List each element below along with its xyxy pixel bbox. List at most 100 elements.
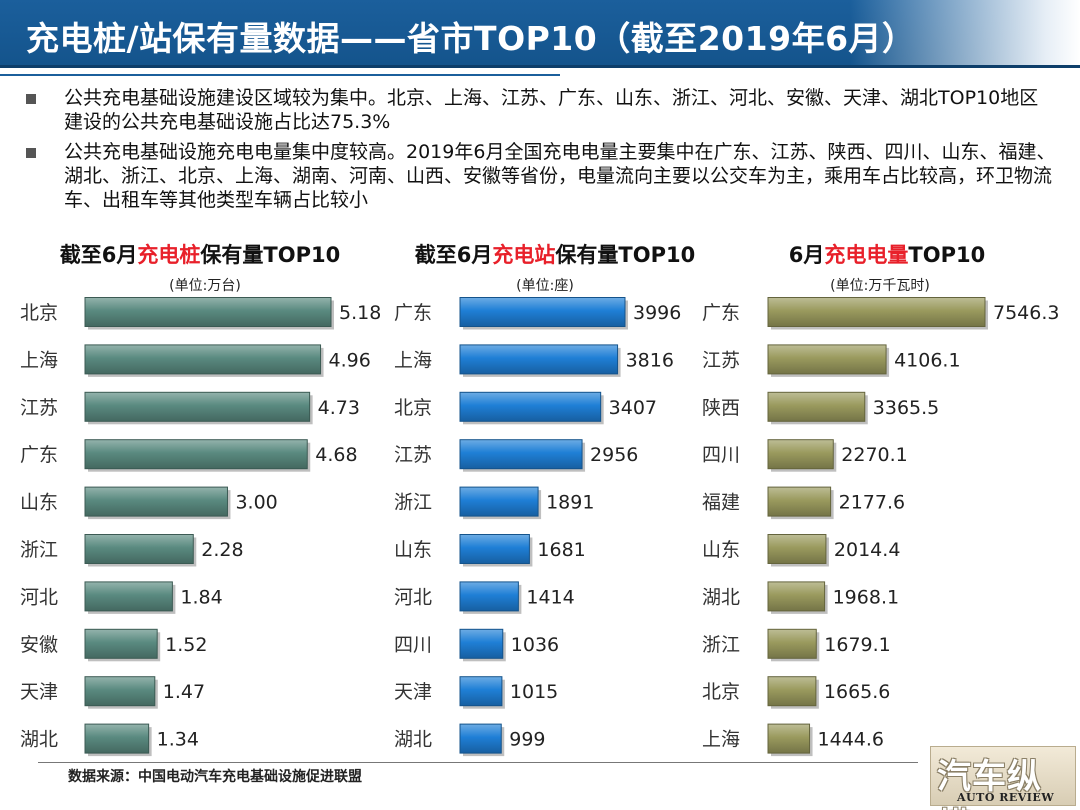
category-label: 福建: [702, 492, 740, 514]
logo-text: 汽车纵横: [937, 757, 1042, 810]
bar: [767, 676, 817, 707]
value-label: 4.73: [318, 397, 360, 419]
chart-title-part: 充电桩: [137, 243, 200, 267]
bar: [84, 439, 308, 470]
bar: [767, 723, 811, 754]
category-label: 山东: [20, 492, 58, 514]
category-label: 湖北: [702, 586, 740, 608]
bar: [459, 581, 519, 612]
data-source: 数据来源：中国电动汽车充电基础设施促进联盟: [68, 769, 362, 785]
bar: [84, 344, 322, 375]
value-label: 999: [509, 729, 545, 751]
chart-title: 截至6月充电站保有量TOP10: [415, 243, 695, 267]
bar: [767, 439, 834, 470]
value-label: 7546.3: [993, 302, 1059, 324]
chart-unit-label: (单位:万台): [169, 278, 241, 294]
chart-title-part: 保有量TOP10: [199, 243, 340, 267]
category-label: 河北: [394, 586, 432, 608]
value-label: 1665.6: [824, 681, 890, 703]
category-label: 浙江: [20, 539, 58, 561]
bar: [84, 486, 228, 517]
bar: [767, 486, 832, 517]
value-label: 4.68: [315, 444, 357, 466]
bar: [767, 534, 827, 564]
bar: [84, 628, 158, 659]
bar: [767, 628, 817, 659]
value-label: 3407: [609, 397, 657, 419]
title-rule: [0, 74, 560, 76]
bar: [84, 676, 156, 707]
category-label: 广东: [20, 444, 58, 466]
value-label: 1968.1: [833, 586, 899, 608]
bar: [459, 534, 530, 564]
value-label: 1.47: [163, 681, 205, 703]
category-label: 湖北: [394, 729, 432, 751]
category-label: 上海: [20, 349, 58, 371]
chart-title-part: 充电站: [492, 243, 555, 267]
bullet-text: 公共充电基础设施建设区域较为集中。北京、上海、江苏、广东、山东、浙江、河北、安徽…: [64, 87, 1039, 133]
bar: [459, 486, 539, 517]
category-label: 江苏: [394, 444, 432, 466]
bar: [84, 581, 173, 612]
value-label: 2014.4: [834, 539, 900, 561]
value-label: 2270.1: [841, 444, 907, 466]
category-label: 天津: [394, 681, 432, 703]
category-label: 山东: [394, 539, 432, 561]
value-label: 1681: [537, 539, 585, 561]
value-label: 3816: [626, 349, 674, 371]
category-label: 湖北: [20, 729, 58, 751]
bullet-item: 公共充电基础设施建设区域较为集中。北京、上海、江苏、广东、山东、浙江、河北、安徽…: [26, 86, 1056, 134]
title-bar: 充电桩/站保有量数据——省市TOP10（截至2019年6月）: [0, 0, 1080, 68]
bar: [459, 297, 626, 327]
chart-unit-label: (单位:座): [516, 278, 574, 294]
bar: [84, 723, 150, 754]
chart-title-part: 截至6月: [60, 243, 138, 267]
category-label: 江苏: [702, 349, 740, 371]
category-label: 河北: [20, 586, 58, 608]
value-label: 2177.6: [839, 492, 905, 514]
value-label: 2.28: [201, 539, 243, 561]
value-label: 2956: [590, 444, 638, 466]
chart-title-part: 充电电量: [824, 243, 908, 267]
bar: [84, 391, 311, 422]
bullet-square-icon: [26, 148, 36, 158]
bar: [459, 723, 502, 754]
category-label: 陕西: [702, 397, 740, 419]
value-label: 1414: [526, 586, 574, 608]
category-label: 安徽: [20, 634, 58, 656]
value-label: 1679.1: [824, 634, 890, 656]
value-label: 5.18: [339, 302, 381, 324]
value-label: 1036: [511, 634, 559, 656]
bullet-text: 公共充电基础设施充电电量集中度较高。2019年6月全国充电电量主要集中在广东、江…: [64, 141, 1056, 211]
category-label: 四川: [394, 634, 432, 656]
category-label: 天津: [20, 681, 58, 703]
value-label: 4.96: [329, 349, 371, 371]
bar: [459, 676, 503, 707]
category-label: 广东: [702, 302, 740, 324]
value-label: 1015: [510, 681, 558, 703]
bar: [767, 581, 826, 612]
bar: [84, 297, 332, 327]
category-label: 山东: [702, 539, 740, 561]
category-label: 浙江: [702, 634, 740, 656]
chart-title: 截至6月充电桩保有量TOP10: [60, 243, 340, 267]
value-label: 1.52: [165, 634, 207, 656]
bar: [459, 391, 602, 422]
category-label: 上海: [702, 729, 740, 751]
bullet-item: 公共充电基础设施充电电量集中度较高。2019年6月全国充电电量主要集中在广东、江…: [26, 140, 1056, 212]
category-label: 江苏: [20, 397, 58, 419]
category-label: 四川: [702, 444, 740, 466]
value-label: 1444.6: [818, 729, 884, 751]
value-label: 1.84: [180, 586, 222, 608]
value-label: 3365.5: [873, 397, 939, 419]
value-label: 3996: [633, 302, 681, 324]
bar: [459, 628, 504, 659]
category-label: 北京: [702, 681, 740, 703]
value-label: 1891: [546, 492, 594, 514]
category-label: 北京: [20, 302, 58, 324]
logo-subtext: AUTO REVIEW: [957, 791, 1055, 804]
bullet-square-icon: [26, 94, 36, 104]
chart-title-part: 保有量TOP10: [554, 243, 695, 267]
chart-unit-label: (单位:万千瓦时): [830, 278, 930, 294]
